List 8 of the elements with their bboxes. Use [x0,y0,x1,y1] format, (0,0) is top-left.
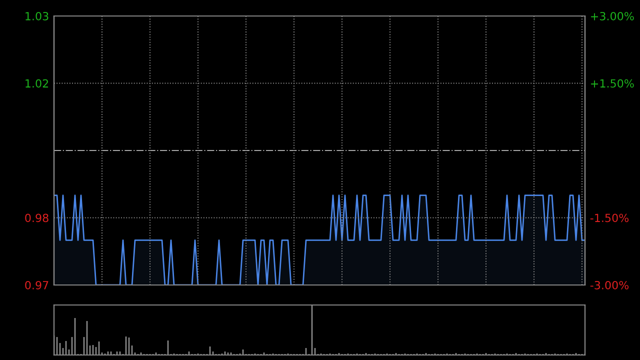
y2-tick-label: -1.50% [590,214,629,222]
y-tick-label: 1.03 [26,12,48,20]
y-tick-label: 0.98 [25,214,48,222]
y2-tick-label: +1.50% [591,79,634,88]
y2-tick-label: -3.00% [590,280,629,290]
y2-tick-label: +3.00% [591,12,634,20]
y-tick-label: 1.02 [26,79,48,88]
y-tick-label: 0.97 [25,280,48,290]
